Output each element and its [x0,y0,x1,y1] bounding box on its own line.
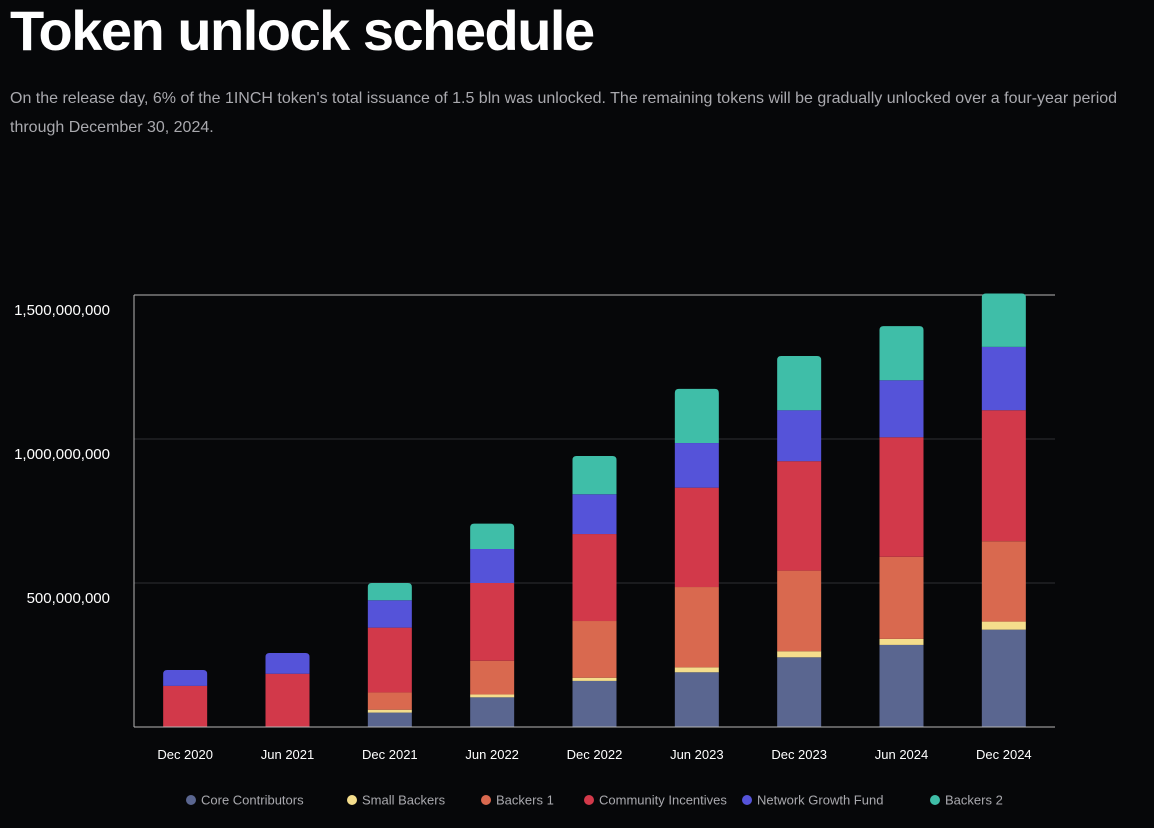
bar-segment [265,673,310,727]
x-tick-label: Dec 2023 [771,747,827,762]
x-tick-label: Jun 2023 [670,747,724,762]
bar-segment [674,667,719,673]
bar-segment [674,587,719,668]
bars [163,293,1026,727]
bar-segment [981,541,1026,622]
bar-segment [674,443,719,488]
bar-segment [777,651,822,658]
bar-segment [981,410,1026,542]
x-tick-label: Jun 2024 [875,747,929,762]
bar-segment [572,680,617,727]
legend-swatch [930,795,940,805]
legend-swatch [347,795,357,805]
bar-segment [777,657,822,727]
legend-swatch [481,795,491,805]
page-title: Token unlock schedule [10,0,595,62]
bar-segment [572,455,617,495]
x-tick-label: Dec 2021 [362,747,418,762]
bar-stack [367,583,412,727]
bar-segment [367,600,412,628]
legend-label: Small Backers [362,793,446,808]
bar-segment [572,534,617,622]
bar-segment [163,669,208,686]
bar-segment [674,487,719,588]
bar-segment [367,712,412,727]
x-tick-label: Dec 2022 [567,747,623,762]
legend-label: Community Incentives [599,793,727,808]
bar-segment [367,627,412,693]
legend-item: Network Growth Fund [742,793,883,808]
bar-segment [674,672,719,727]
bar-segment [163,685,208,727]
y-tick-label: 1,500,000,000 [14,302,110,319]
legend-swatch [186,795,196,805]
bar-segment [470,660,515,695]
bar-segment [367,692,412,710]
y-tick-label: 1,000,000,000 [14,446,110,463]
bar-segment [367,583,412,601]
x-tick-label: Jun 2022 [465,747,519,762]
legend-item: Core Contributors [186,793,304,808]
bar-segment [879,326,924,381]
y-tick-label: 500,000,000 [27,590,110,607]
bar-segment [777,356,822,411]
bar-segment [367,709,412,713]
bar-segment [470,697,515,727]
bar-stack [470,523,515,727]
legend-item: Backers 2 [930,793,1003,808]
legend-item: Small Backers [347,793,446,808]
bar-segment [572,677,617,681]
bar-stack [777,356,822,727]
bar-segment [470,549,515,583]
bar-segment [777,570,822,652]
bar-stack [879,326,924,727]
x-tick-label: Dec 2020 [157,747,213,762]
legend-swatch [584,795,594,805]
legend-item: Backers 1 [481,793,554,808]
legend-label: Core Contributors [201,793,304,808]
legend-label: Backers 1 [496,793,554,808]
bar-segment [879,644,924,727]
bar-stack [572,455,617,727]
bar-segment [470,694,515,698]
bar-segment [981,346,1026,411]
legend: Core Contributors Small Backers Backers 1 C… [186,793,1003,808]
bar-segment [879,380,924,438]
bar-segment [265,652,310,674]
bar-segment [879,556,924,639]
bar-segment [470,523,515,550]
bar-segment [470,583,515,661]
bar-segment [572,621,617,678]
bar-segment [572,494,617,535]
bar-segment [879,638,924,645]
legend-label: Backers 2 [945,793,1003,808]
axes: 500,000,000 1,000,000,000 1,500,000,000 Dec… [14,295,1055,762]
bar-stack [163,669,208,727]
legend-item: Community Incentives [584,793,727,808]
bar-segment [981,629,1026,727]
bar-segment [879,437,924,557]
x-tick-label: Dec 2024 [976,747,1032,762]
bar-segment [981,621,1026,630]
legend-swatch [742,795,752,805]
legend-label: Network Growth Fund [757,793,883,808]
bar-segment [777,410,822,462]
bar-stack [981,293,1026,727]
bar-segment [674,388,719,444]
bar-stack [265,652,310,727]
page-subtitle: On the release day, 6% of the 1INCH toke… [10,90,1118,136]
bar-stack [674,388,719,727]
bar-segment [981,293,1026,347]
x-tick-label: Jun 2021 [261,747,315,762]
bar-segment [777,461,822,571]
